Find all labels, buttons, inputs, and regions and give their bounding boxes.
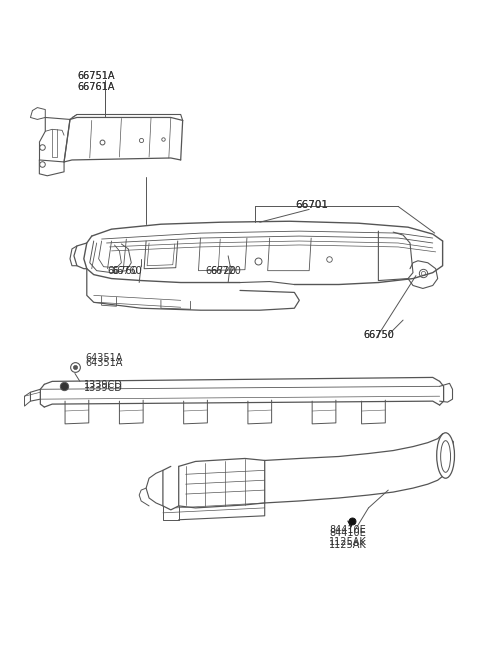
Text: 66701: 66701 — [295, 200, 328, 210]
Text: 64351A: 64351A — [86, 358, 123, 367]
Text: 66760: 66760 — [111, 266, 142, 276]
Ellipse shape — [437, 433, 455, 478]
Text: 66701: 66701 — [295, 200, 328, 210]
Text: 1125AK: 1125AK — [329, 536, 367, 546]
Text: 84410E: 84410E — [329, 525, 366, 534]
Text: 84410E: 84410E — [329, 528, 366, 538]
Text: 66720: 66720 — [210, 266, 241, 276]
Text: 66760: 66760 — [108, 266, 138, 276]
Text: 66761A: 66761A — [77, 82, 114, 92]
Ellipse shape — [441, 441, 451, 472]
Text: 66751A: 66751A — [77, 71, 114, 81]
Text: 64351A: 64351A — [86, 352, 123, 363]
Text: 1339CD: 1339CD — [84, 381, 123, 390]
Text: 1339CD: 1339CD — [84, 383, 123, 394]
Text: 66720: 66720 — [205, 266, 236, 276]
Text: 66750: 66750 — [363, 330, 395, 340]
Text: 66761A: 66761A — [77, 82, 114, 92]
Text: 66751A: 66751A — [77, 71, 114, 81]
Text: 66750: 66750 — [363, 330, 395, 340]
Text: 1125AK: 1125AK — [329, 540, 367, 550]
